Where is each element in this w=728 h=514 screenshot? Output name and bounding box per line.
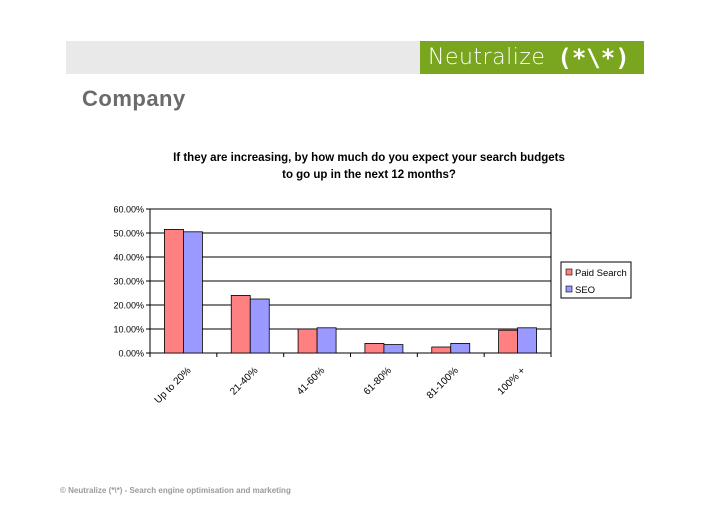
y-tick-label: 40.00% — [113, 253, 144, 263]
x-tick-label: Up to 20% — [153, 365, 194, 406]
bar-seo — [450, 342, 471, 354]
chart-title-line-1: If they are increasing, by how much do y… — [173, 152, 565, 164]
brand-mark: (*\*) — [557, 43, 630, 72]
section-title: Company — [82, 86, 186, 111]
bar-paid-search — [431, 346, 452, 354]
legend-swatch — [565, 268, 573, 276]
x-tick-label: 21-40% — [228, 365, 260, 397]
bar-paid-search — [364, 342, 385, 354]
brand-logo: Neutralize (*\*) — [420, 41, 644, 74]
bar-paid-search — [297, 328, 318, 354]
bar-seo — [517, 327, 537, 354]
y-tick-label: 30.00% — [113, 277, 144, 287]
bar-seo — [383, 344, 404, 354]
legend-label: Paid Search — [575, 268, 627, 279]
bar-paid-search — [164, 228, 184, 354]
footer-text: © Neutralize (*\*) - Search engine optim… — [60, 486, 291, 495]
x-tick-label: 100% + — [496, 365, 528, 397]
bar-paid-search — [230, 294, 251, 354]
y-tick-label: 10.00% — [113, 325, 144, 335]
chart-title: If they are increasing, by how much do y… — [138, 150, 600, 184]
y-tick-label: 0.00% — [118, 349, 144, 359]
bar-seo — [316, 327, 337, 354]
x-tick-label: 61-80% — [362, 365, 394, 397]
y-tick-label: 60.00% — [113, 205, 144, 215]
legend-box — [560, 261, 632, 299]
legend-swatch — [565, 285, 573, 293]
x-tick-label: 41-60% — [295, 365, 327, 397]
y-tick-label: 50.00% — [113, 229, 144, 239]
bar-paid-search — [498, 329, 518, 354]
brand-name: Neutralize — [428, 45, 546, 70]
y-tick-label: 20.00% — [113, 301, 144, 311]
x-tick-label: 81-100% — [425, 365, 461, 401]
bar-seo — [183, 231, 203, 354]
chart-title-line-2: to go up in the next 12 months? — [282, 169, 456, 181]
legend-label: SEO — [575, 285, 595, 296]
bar-seo — [249, 298, 270, 354]
